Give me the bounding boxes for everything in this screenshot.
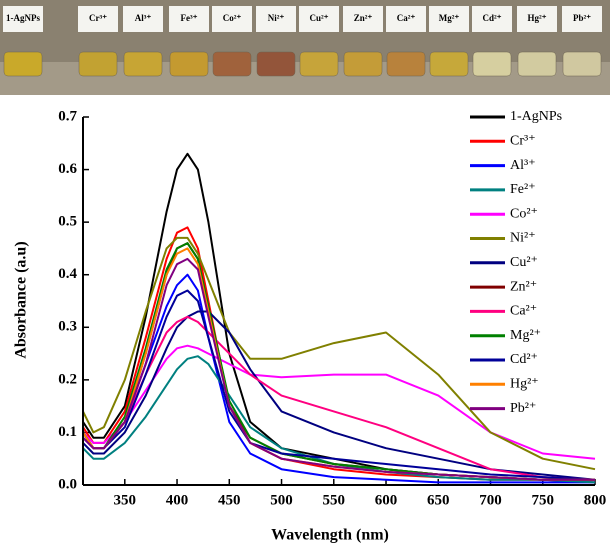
y-tick-label: 0.2 — [58, 371, 77, 387]
photo-label: Al³⁺ — [135, 13, 152, 23]
series-line — [82, 236, 596, 471]
y-tick-label: 0.1 — [58, 424, 77, 440]
y-tick-label: 0.4 — [58, 266, 77, 282]
photo-label-box — [212, 6, 252, 32]
photo-label-box — [343, 6, 383, 32]
x-tick-label: 700 — [479, 492, 502, 508]
x-tick-label: 750 — [532, 492, 555, 508]
vial — [299, 51, 339, 77]
vial — [212, 51, 252, 77]
vial — [343, 51, 383, 77]
x-tick-label: 450 — [218, 492, 241, 508]
photo-label-box — [256, 6, 296, 32]
x-tick-label: 650 — [427, 492, 450, 508]
photo-label: Cr³⁺ — [89, 13, 107, 23]
y-tick-label: 0.6 — [58, 161, 77, 177]
legend-label: 1-AgNPs — [510, 109, 562, 124]
photo-label-box — [386, 6, 426, 32]
legend-label: Hg²⁺ — [510, 377, 539, 392]
photo-label-box — [472, 6, 512, 32]
photo-label-box — [562, 6, 602, 32]
x-axis-title: Wavelength (nm) — [271, 527, 389, 544]
x-tick-label: 400 — [166, 492, 189, 508]
photo-label-box — [169, 6, 209, 32]
photo-label: Ca²⁺ — [397, 13, 416, 23]
x-tick-label: 500 — [270, 492, 293, 508]
y-tick-label: 0.0 — [58, 476, 77, 492]
series-line — [82, 257, 595, 481]
vial — [256, 51, 296, 77]
x-tick-label: 800 — [584, 492, 607, 508]
legend-label: Cu²⁺ — [510, 255, 538, 270]
y-tick-label: 0.3 — [58, 319, 77, 335]
legend-label: Zn²⁺ — [510, 279, 537, 294]
y-tick-label: 0.5 — [58, 214, 77, 230]
photo-label: 1-AgNPs — [6, 13, 40, 23]
legend-label: Fe²⁺ — [510, 182, 536, 197]
vial — [386, 51, 426, 77]
legend-label: Mg²⁺ — [510, 328, 541, 343]
photo-label: Fe³⁺ — [181, 13, 198, 23]
legend-label: Co²⁺ — [510, 206, 538, 221]
photo-label: Mg²⁺ — [439, 13, 460, 23]
photo-label-box — [78, 6, 118, 32]
photo-label: Pb²⁺ — [573, 13, 591, 23]
vial — [78, 51, 118, 77]
photo-label-box — [429, 6, 469, 32]
photo-label: Cu²⁺ — [310, 13, 329, 23]
photo-label: Hg²⁺ — [528, 13, 547, 23]
y-axis-title: Absorbance (a.u) — [13, 241, 30, 358]
legend-label: Cd²⁺ — [510, 352, 538, 367]
legend-label: Pb²⁺ — [510, 401, 536, 416]
series-line — [82, 355, 596, 484]
photo-label: Cd²⁺ — [483, 13, 502, 23]
legend-label: Al³⁺ — [510, 158, 536, 173]
photo-label: Co²⁺ — [223, 13, 242, 23]
vial — [562, 51, 602, 77]
vial — [472, 51, 512, 77]
photo-label: Zn²⁺ — [354, 13, 373, 23]
vial — [123, 51, 163, 77]
vial — [517, 51, 557, 77]
vial — [169, 51, 209, 77]
vial — [3, 51, 43, 77]
photo-label-box — [517, 6, 557, 32]
legend-label: Ca²⁺ — [510, 304, 537, 319]
x-tick-label: 350 — [114, 492, 137, 508]
photo-label-box — [3, 6, 43, 32]
y-tick-label: 0.7 — [58, 108, 77, 124]
legend-label: Ni²⁺ — [510, 231, 536, 246]
legend-label: Cr³⁺ — [510, 134, 536, 149]
series-line — [82, 289, 596, 481]
vial — [429, 51, 469, 77]
photo-label: Ni²⁺ — [268, 13, 285, 23]
photo-label-box — [299, 6, 339, 32]
x-tick-label: 600 — [375, 492, 398, 508]
photo-label-box — [123, 6, 163, 32]
x-tick-label: 550 — [323, 492, 346, 508]
